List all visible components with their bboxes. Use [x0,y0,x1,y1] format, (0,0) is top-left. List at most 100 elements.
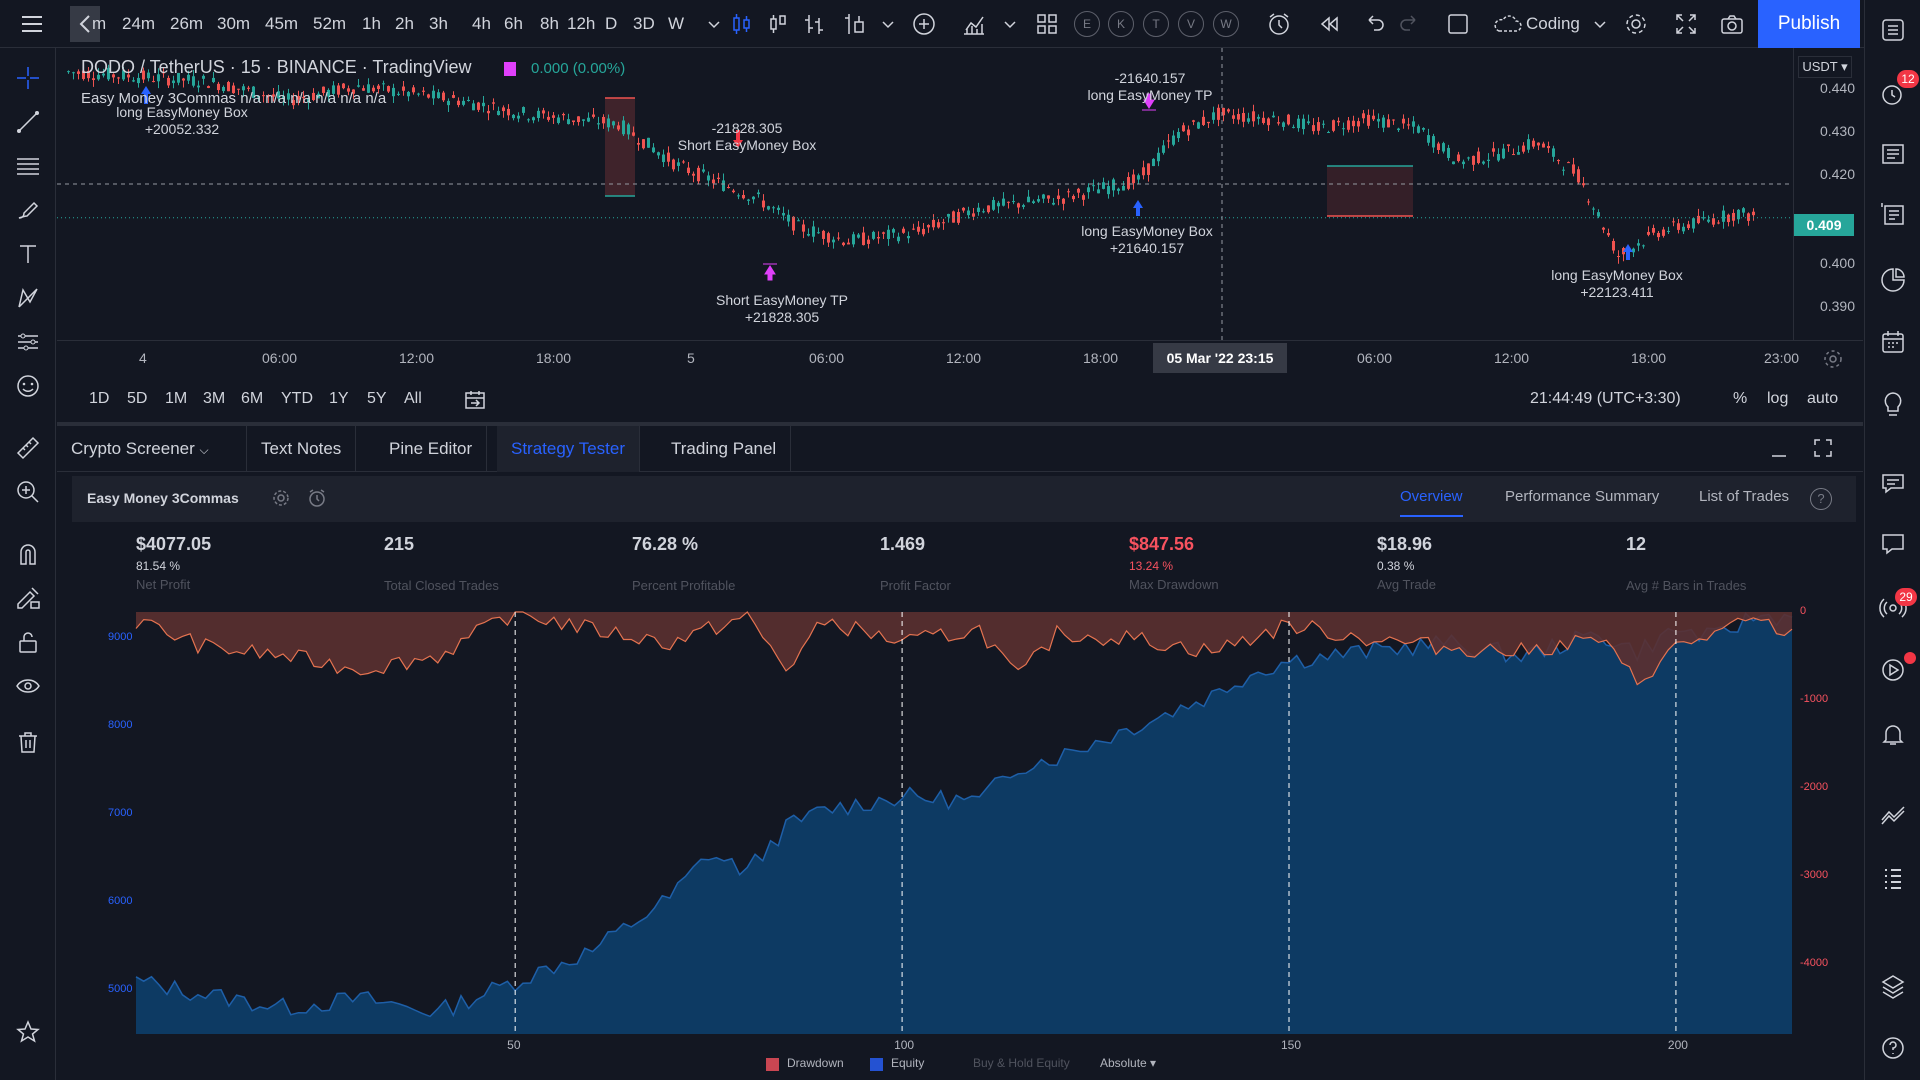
gear-icon[interactable] [1821,347,1845,371]
menu-icon[interactable] [18,10,46,38]
data-window-icon[interactable] [1879,140,1907,168]
indicator-legend[interactable]: Easy Money 3Commas n/a n/a n/a n/a n/a n… [81,90,387,107]
timeframe-45m[interactable]: 45m [265,14,299,33]
indicator-t-button[interactable]: T [1143,11,1169,37]
drawdown-swatch[interactable] [766,1058,779,1071]
timeframe-3d[interactable]: 3D [633,14,655,33]
collapse-chevron-icon[interactable] [70,6,100,42]
add-indicator-icon[interactable] [910,10,938,38]
maximize-icon[interactable] [1811,436,1835,460]
indicator-k-button[interactable]: K [1108,11,1134,37]
star-icon[interactable] [14,1018,42,1046]
range-button[interactable]: 5Y [367,390,387,407]
chevron-down-icon[interactable] [874,10,902,38]
timeframe-6h[interactable]: 6h [504,14,523,33]
range-button[interactable]: 1D [89,390,110,407]
templates-grid-icon[interactable] [1033,10,1061,38]
timeframe-24m[interactable]: 24m [122,14,156,33]
streams-icon[interactable] [1879,594,1907,622]
timeframe-52m[interactable]: 52m [313,14,347,33]
layers-icon[interactable] [1879,972,1907,1000]
ideas-lightbulb-icon[interactable] [1879,390,1907,418]
layout-name[interactable]: Coding [1526,14,1580,33]
unlock-icon[interactable] [14,628,42,656]
text-tool-icon[interactable] [14,240,42,268]
strategy-name[interactable]: Easy Money 3Commas [87,490,239,506]
layout-square-icon[interactable] [1444,10,1472,38]
timeframe-12h[interactable]: 12h [567,14,596,33]
range-button[interactable]: 5D [127,390,148,407]
range-button[interactable]: 6M [241,390,264,407]
chats-icon[interactable] [1879,470,1907,498]
equity-chart[interactable] [72,608,1822,1038]
go-to-date-icon[interactable] [463,388,487,412]
hollow-candles-icon[interactable] [764,10,792,38]
news-icon[interactable] [1879,200,1907,228]
camera-icon[interactable] [1718,10,1746,38]
undo-icon[interactable] [1360,10,1388,38]
bars-style-icon[interactable] [800,10,828,38]
zoom-in-icon[interactable] [14,478,42,506]
minimize-icon[interactable] [1767,438,1791,462]
chevron-down-icon[interactable] [1586,10,1614,38]
brush-icon[interactable] [14,196,42,224]
bell-icon[interactable] [1879,720,1907,748]
alerts-icon[interactable] [1879,80,1907,108]
trash-icon[interactable] [14,728,42,756]
help-icon[interactable] [1879,1034,1907,1062]
redo-icon[interactable] [1396,10,1424,38]
indicator-v-button[interactable]: V [1178,11,1204,37]
crosshair-icon[interactable] [14,64,42,92]
equity-swatch[interactable] [870,1058,883,1071]
tab-performance-summary[interactable]: Performance Summary [1505,488,1660,505]
cloud-icon[interactable] [1490,10,1524,38]
pattern-icon[interactable] [14,284,42,312]
chevron-down-icon[interactable] [996,10,1024,38]
tab-crypto-screener[interactable]: Crypto Screener ⌵ [57,426,247,472]
timeframe-w[interactable]: W [668,14,685,33]
range-button[interactable]: 3M [203,390,226,407]
eye-icon[interactable] [14,672,42,700]
chevron-down-icon[interactable] [700,10,728,38]
timeframe-8h[interactable]: 8h [540,14,559,33]
gear-icon[interactable] [270,487,292,509]
symbol-title[interactable]: DODO / TetherUS · 15 · BINANCE · Trading… [81,57,472,77]
magnet-icon[interactable] [14,540,42,568]
tab-list-of-trades[interactable]: List of Trades [1699,488,1790,505]
prediction-icon[interactable] [14,328,42,356]
indicator-w-button[interactable]: W [1213,11,1239,37]
fullscreen-icon[interactable] [1672,10,1700,38]
lock-drawings-icon[interactable] [14,584,42,612]
watchlist-menu-icon[interactable] [1879,16,1907,44]
horizontal-lines-icon[interactable] [14,152,42,180]
price-scale[interactable]: USDT ▾ 0.440 0.430 0.420 0.400 0.390 0.4… [1793,48,1863,340]
legend-buy-hold[interactable]: Buy & Hold Equity [973,1056,1070,1070]
emoji-icon[interactable] [14,372,42,400]
tab-text-notes[interactable]: Text Notes [247,426,357,472]
currency-selector[interactable]: USDT ▾ [1798,56,1852,78]
tab-pine-editor[interactable]: Pine Editor [375,426,488,472]
replay-icon[interactable] [1315,10,1343,38]
tab-overview[interactable]: Overview [1400,488,1463,517]
timeframe-4h[interactable]: 4h [472,14,491,33]
log-toggle[interactable]: log [1767,390,1789,407]
candlestick-canvas[interactable] [57,48,1793,340]
timeframe-3h[interactable]: 3h [429,14,448,33]
range-button[interactable]: 1M [165,390,188,407]
timeframe-2h[interactable]: 2h [395,14,414,33]
publish-button[interactable]: Publish [1758,0,1860,48]
timeframe-1h[interactable]: 1h [362,14,381,33]
flag-icon[interactable] [504,62,516,76]
tab-strategy-tester[interactable]: Strategy Tester [497,426,641,472]
help-icon[interactable]: ? [1810,488,1832,510]
alert-clock-icon[interactable] [1265,10,1293,38]
clock-timezone[interactable]: 21:44:49 (UTC+3:30) [1530,390,1681,407]
hotlist-icon[interactable] [1879,266,1907,294]
range-button[interactable]: YTD [281,390,313,407]
ruler-icon[interactable] [14,434,42,462]
tab-trading-panel[interactable]: Trading Panel [657,426,792,472]
timeframe-d[interactable]: D [605,14,618,33]
messages-icon[interactable] [1879,530,1907,558]
trading-panel-icon[interactable] [1879,800,1907,828]
candles-style-icon[interactable] [728,10,756,38]
